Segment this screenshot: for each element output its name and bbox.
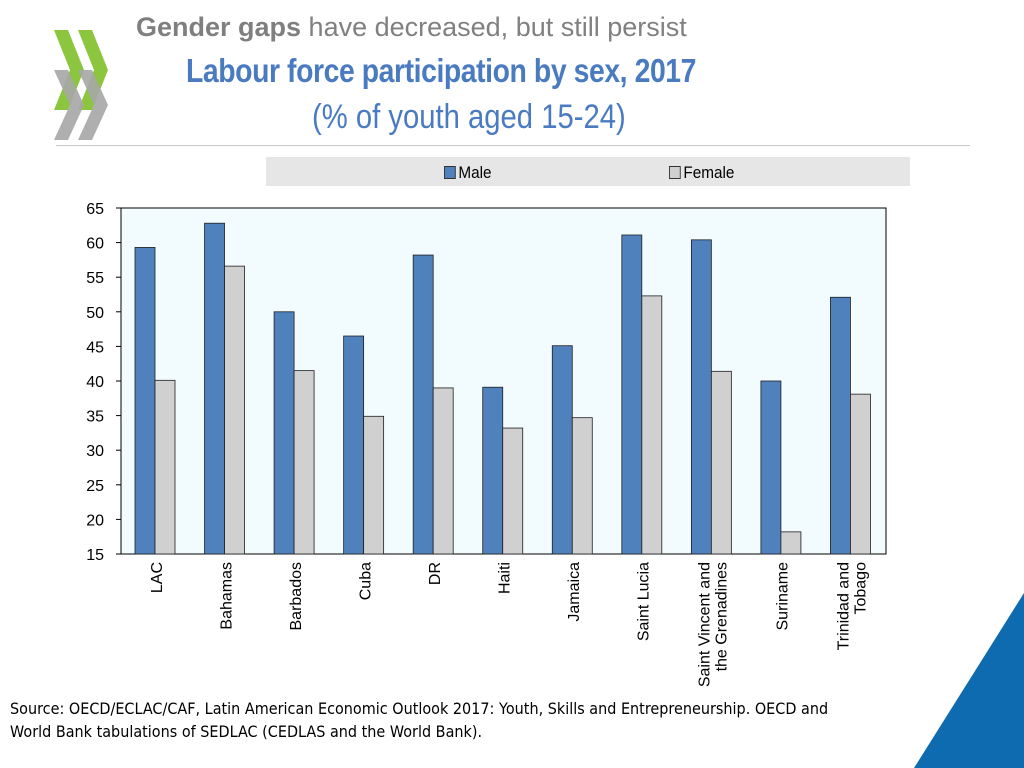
slide-title-bold: Gender gaps [136, 12, 302, 42]
x-category-label: Cuba [357, 562, 374, 600]
legend-label-male: Male [458, 163, 492, 182]
bar-male [830, 296, 851, 555]
bar-female [432, 387, 454, 555]
bar-female [224, 265, 245, 555]
bar-male [621, 234, 643, 555]
oecd-logo [54, 30, 108, 140]
y-tick-label: 40 [86, 374, 104, 391]
x-category-label: LAC [149, 562, 166, 593]
y-tick-label: 35 [86, 409, 104, 426]
x-category-label: Haiti [497, 562, 514, 594]
bar-male [551, 345, 573, 555]
bar-chart: 15 20 25 30 35 40 45 50 55 60 65 LAC Bahamas Barbados… [86, 201, 887, 687]
bar-female [363, 415, 385, 555]
bar-female [502, 427, 524, 555]
bar-male [482, 386, 504, 555]
bar-male [343, 335, 365, 555]
x-category-label: Saint Vincent and [697, 562, 714, 687]
y-tick-label: 30 [86, 443, 104, 460]
corner-decoration [914, 593, 1024, 768]
bar-male [134, 247, 156, 555]
bar-female [571, 417, 593, 555]
x-category-label: Trinidad and [836, 562, 853, 650]
x-category-label: the Grenadines [714, 562, 731, 671]
chart-subtitle: (% of youth aged 15-24) [312, 98, 626, 136]
y-tick-label: 20 [86, 512, 104, 529]
bar-female [154, 379, 176, 555]
y-tick-label: 25 [86, 478, 104, 495]
slide-title: Gender gaps have decreased, but still pe… [136, 12, 687, 43]
legend-item-male: Male [444, 163, 492, 183]
corner-triangle [914, 593, 1024, 768]
logo-stripe-gray-1 [54, 70, 84, 140]
chart-title: Labour force participation by sex, 2017 [186, 52, 697, 89]
y-tick-label: 50 [86, 305, 104, 322]
x-category-label: Tobago [853, 562, 870, 615]
legend-item-female: Female [669, 163, 734, 183]
legend-swatch-male [444, 165, 456, 179]
chart-legend: Male Female [266, 157, 910, 186]
x-category-label: Saint Lucia [636, 562, 653, 641]
y-tick-label: 65 [86, 201, 104, 218]
y-tick-label: 60 [86, 236, 104, 253]
slide-title-rest: have decreased, but still persist [301, 12, 687, 42]
bar-female [850, 393, 871, 555]
x-category-label: Suriname [775, 562, 792, 631]
bar-male [412, 254, 434, 555]
bar-male [690, 239, 712, 555]
bar-female [780, 531, 802, 555]
x-category-label: Bahamas [218, 562, 235, 630]
legend-swatch-female [669, 165, 681, 179]
bar-female [641, 295, 663, 555]
bar-female [710, 370, 732, 555]
bar-male [204, 222, 225, 555]
source-note: Source: OECD/ECLAC/CAF, Latin American E… [10, 699, 829, 741]
x-category-label: DR [427, 562, 444, 585]
x-category-label: Jamaica [566, 562, 583, 622]
bar-male [273, 311, 295, 555]
logo-stripe-gray-2 [78, 70, 108, 140]
bar-female [293, 370, 315, 555]
y-tick-label: 15 [86, 547, 104, 564]
y-tick-label: 45 [86, 339, 104, 356]
header-divider [56, 145, 970, 146]
legend-label-female: Female [683, 163, 735, 182]
bar-male [760, 380, 782, 555]
y-tick-label: 55 [86, 270, 104, 287]
x-category-label: Barbados [288, 562, 305, 631]
